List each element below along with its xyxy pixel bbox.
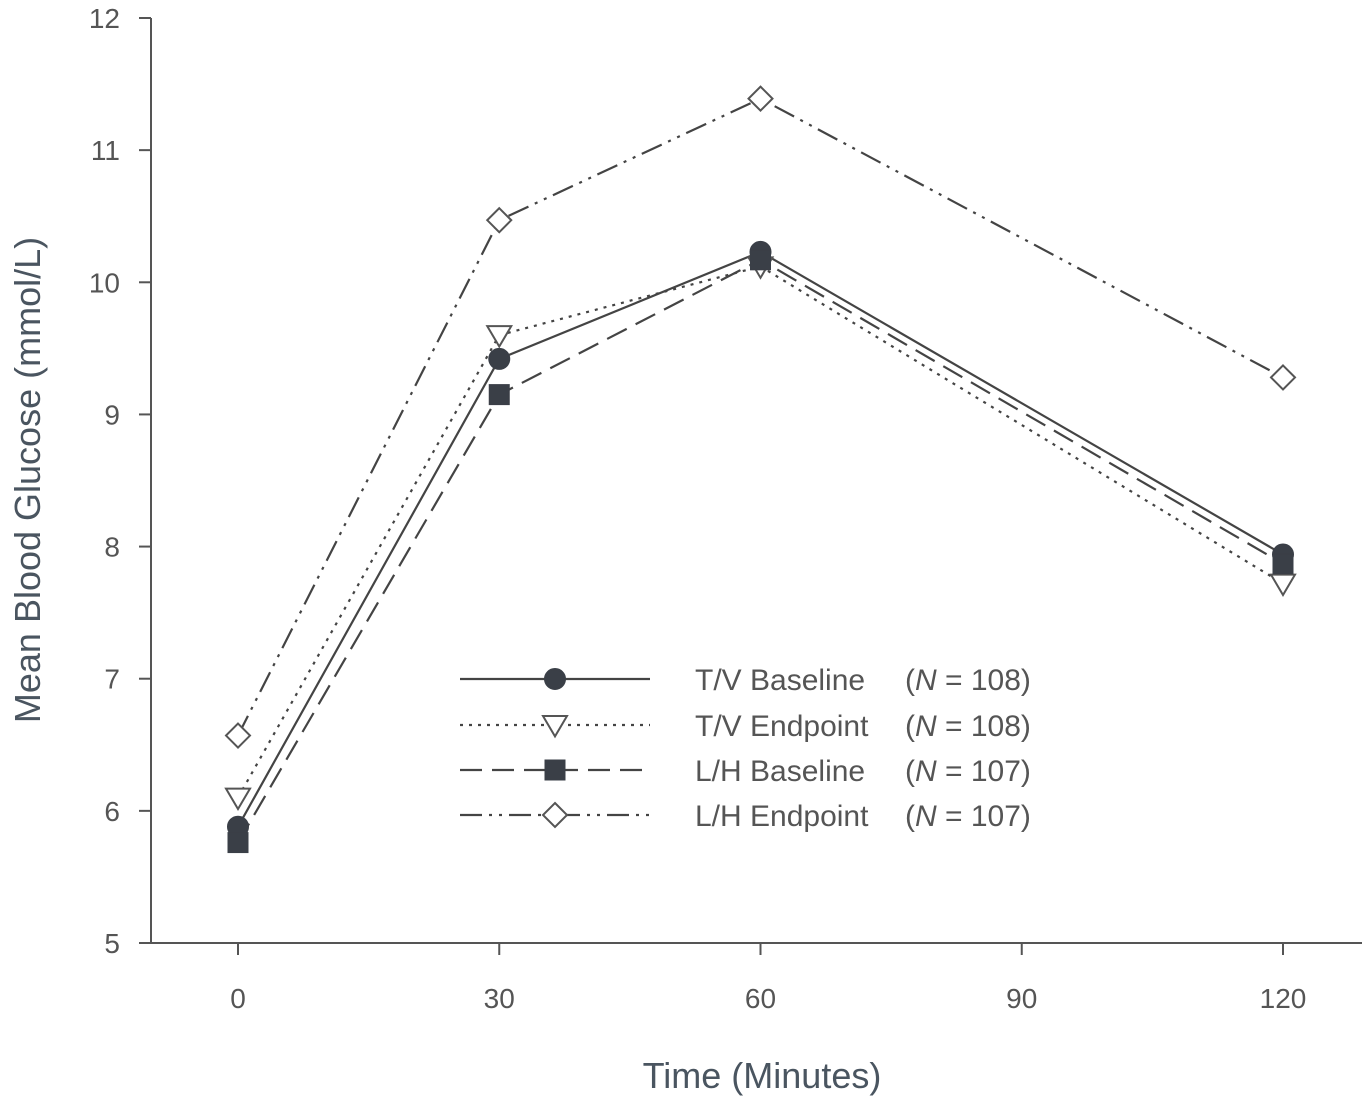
data-point-1-0: [224, 787, 252, 812]
y-tick-label: 7: [104, 664, 120, 695]
chart-legend: T/V Baseline (N = 108) T/V Endpoint (N = 10…: [460, 664, 1031, 833]
legend-n-3: (N = 107): [905, 800, 1031, 833]
legend-n-1: (N = 108): [905, 710, 1031, 743]
data-point-1-1: [485, 325, 513, 349]
legend-n-0: (N = 108): [905, 664, 1031, 697]
series-layer: [224, 85, 1297, 854]
y-tick-label: 5: [104, 928, 120, 959]
legend-marker-2: [544, 759, 566, 781]
data-point-1-3: [1269, 573, 1297, 597]
series-line-3: [237, 97, 1284, 737]
data-point-2-2: [750, 249, 771, 271]
legend-label-2: L/H Baseline: [695, 755, 865, 788]
x-tick-label: 0: [230, 983, 246, 1014]
data-point-3-0: [224, 722, 252, 749]
legend-marker-3: [541, 801, 569, 829]
legend-label-1: T/V Endpoint: [695, 710, 869, 743]
x-tick-label: 30: [484, 983, 515, 1014]
data-point-0-1: [488, 347, 511, 370]
y-tick-label: 12: [89, 3, 120, 34]
x-tick-label: 120: [1260, 983, 1307, 1014]
y-axis-title: Mean Blood Glucose (mmol/L): [7, 237, 48, 723]
data-point-2-1: [488, 384, 510, 406]
x-tick-label: 90: [1006, 983, 1037, 1014]
series-line-2: [237, 258, 1284, 844]
legend-marker-0: [544, 668, 566, 690]
data-point-2-0: [227, 832, 249, 854]
y-tick-label: 8: [104, 532, 120, 563]
x-tick-label: 60: [745, 983, 776, 1014]
x-axis-title: Time (Minutes): [643, 1055, 882, 1096]
series-line-1: [237, 265, 1284, 799]
series-line-0: [237, 250, 1284, 828]
data-point-3-3: [1269, 364, 1297, 391]
data-point-3-2: [747, 85, 774, 113]
legend-label-3: L/H Endpoint: [695, 800, 869, 833]
data-point-2-3: [1272, 553, 1294, 575]
legend-label-0: T/V Baseline: [695, 664, 865, 697]
y-tick-label: 6: [104, 796, 120, 827]
y-tick-label: 9: [104, 399, 120, 430]
legend-marker-1: [541, 715, 569, 739]
data-point-3-1: [485, 206, 513, 234]
y-tick-label: 10: [89, 267, 120, 298]
y-tick-label: 11: [91, 135, 120, 166]
legend-n-2: (N = 107): [905, 755, 1031, 788]
